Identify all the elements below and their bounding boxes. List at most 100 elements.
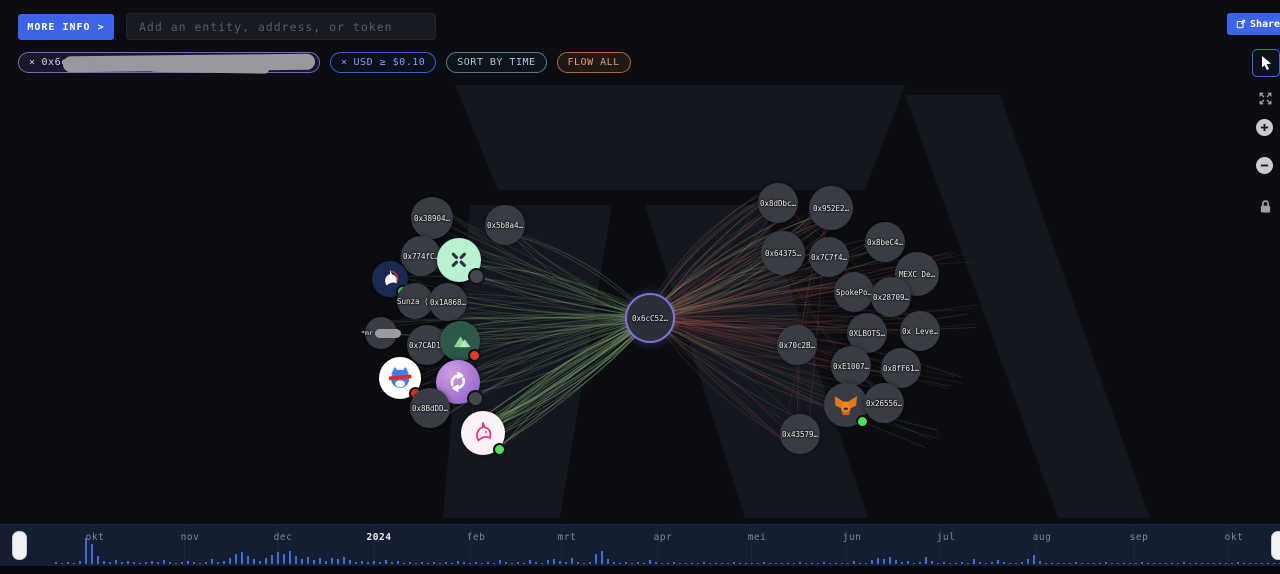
graph-node-0x64375-[interactable]: 0x64375… [761,231,805,275]
month-gridline [846,525,847,567]
graph-node-0xe1007-[interactable]: 0xE1007… [831,346,871,386]
flow-all-chip[interactable]: FLOW ALL [556,52,631,73]
sort-by-time-chip[interactable]: SORT BY TIME [446,52,547,73]
histogram-bar [979,562,981,564]
histogram-bar [565,562,567,564]
zoom-in-button[interactable] [1256,119,1273,136]
timeline-right-handle[interactable] [1271,531,1280,560]
graph-node-0x7c7f4-[interactable]: 0x7C7f4… [809,237,849,277]
timeline-scrubber-track[interactable]: okt nov dec 2024 feb mrt apr mei jun jul aug sep okt [0,524,1280,567]
histogram-bar [337,559,339,564]
histogram-bar [523,563,525,564]
graph-node-0x5b8a4-[interactable]: 0x5b8a4… [485,205,525,245]
histogram-bar [847,563,849,564]
node-status-badge-green [856,415,869,428]
graph-node-0x26556-[interactable]: 0x26556… [864,383,904,423]
remove-address-filter-icon[interactable]: × [29,57,36,68]
graph-node-cat[interactable] [379,357,422,400]
histogram-bar [355,562,357,564]
histogram-bar [277,552,279,564]
month-gridline [940,525,941,567]
share-button[interactable]: Share [1227,13,1280,35]
node-label: 0x8dDbc… [759,198,797,208]
graph-node-mountain[interactable] [440,321,481,362]
graph-node-0x43579-[interactable]: 0x43579… [780,414,820,454]
lock-button[interactable] [1255,196,1275,216]
graph-node-0x28709-[interactable]: 0x28709… [871,277,911,317]
histogram-bar [613,562,615,564]
histogram-bar [763,562,765,564]
graph-node-0x952e2-[interactable]: 0x952E2… [809,186,853,230]
graph-node-0x8bddd-[interactable]: 0x8BdDD… [410,388,450,428]
histogram-bar [67,562,69,564]
search-input[interactable] [126,13,436,40]
histogram-bar [481,563,483,564]
lock-icon [1260,199,1270,213]
remove-usd-filter-icon[interactable]: × [341,57,348,68]
graph-node-spokepo-[interactable]: SpokePo… [834,272,874,312]
graph-node-0x7cad1-[interactable]: 0x7CAD1… [407,325,447,365]
histogram-bar [823,562,825,564]
graph-node-0x8ddbc-[interactable]: 0x8dDbc… [758,183,798,223]
node-label: 0x774fC… [402,251,440,261]
histogram-bar [1051,563,1053,564]
graph-node-0x774fc-[interactable]: 0x774fC… [401,236,441,276]
histogram-bar [343,557,345,564]
histogram-bar [757,563,759,564]
histogram-bar [517,562,519,564]
histogram-bar [607,559,609,564]
histogram-bar [913,563,915,564]
histogram-bar [151,561,153,564]
histogram-bar [727,563,729,564]
month-label-jun: jun [842,532,862,543]
histogram-bar [1009,563,1011,564]
graph-node-0x-leve-[interactable]: 0x Leve… [900,311,940,351]
histogram-bar [487,562,489,564]
usd-filter-chip[interactable]: × USD ≥ $0.10 [330,52,437,73]
histogram-bar [139,563,141,564]
histogram-bar [643,563,645,564]
histogram-bar [1027,559,1029,564]
graph-node-0x70c2b-[interactable]: 0x70c2B… [777,325,817,365]
graph-node-sunza-[interactable]: Sunza (… [397,283,433,319]
graph-node-0x1a868-[interactable]: 0x1A868… [429,283,467,321]
graph-node-0x8ff61-[interactable]: 0x8fF61… [881,348,921,388]
graph-node-metamask[interactable] [824,383,869,428]
address-filter-chip[interactable]: × 0x6cC [18,52,320,73]
month-label-apr: apr [653,532,673,543]
histogram-bar [841,563,843,564]
histogram-bar [811,563,813,564]
histogram-bar [649,560,651,564]
histogram-bar [229,558,231,564]
timeline-left-handle[interactable] [12,531,27,560]
histogram-bar [571,558,573,564]
histogram-bar [433,562,435,564]
fullscreen-button[interactable] [1255,88,1275,108]
zoom-out-button[interactable] [1256,157,1273,174]
histogram-bar [1231,563,1233,564]
histogram-bar [1267,563,1269,564]
node-status-badge-dark [467,390,484,407]
graph-node--mr[interactable]: *mr [361,317,401,349]
histogram-bar [1171,563,1173,564]
histogram-bar [625,562,627,564]
graph-node-0x6cc52-[interactable]: 0x6cC52… [625,293,675,343]
histogram-bar [619,563,621,564]
histogram-bar [1165,563,1167,564]
graph-node-mint-x[interactable] [437,238,485,285]
histogram-bar [559,561,561,564]
month-label-okt: okt [1224,532,1244,543]
histogram-bar [685,563,687,564]
histogram-bar [97,556,99,564]
histogram-bar [259,561,261,564]
graph-node-0x38904-[interactable]: 0x38904… [411,197,453,239]
graph-node-uniswap[interactable] [461,411,506,456]
histogram-bar [397,561,399,564]
more-info-button[interactable]: MORE INFO > [18,14,114,40]
histogram-bar [409,562,411,564]
histogram-bar [1069,563,1071,564]
cursor-tool-button[interactable] [1252,49,1280,77]
histogram-bar [787,563,789,564]
graph-node-0x8bec4-[interactable]: 0x8beC4… [865,222,905,262]
